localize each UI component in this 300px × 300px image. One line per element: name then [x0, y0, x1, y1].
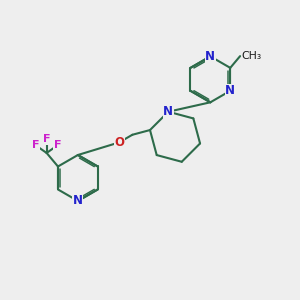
Text: F: F [32, 140, 39, 150]
Text: N: N [73, 194, 83, 207]
Text: N: N [163, 105, 173, 118]
Text: F: F [43, 134, 50, 144]
Text: O: O [114, 136, 124, 149]
Text: N: N [225, 84, 235, 97]
Text: CH₃: CH₃ [241, 50, 261, 61]
Text: N: N [206, 50, 215, 63]
Text: F: F [54, 140, 62, 150]
